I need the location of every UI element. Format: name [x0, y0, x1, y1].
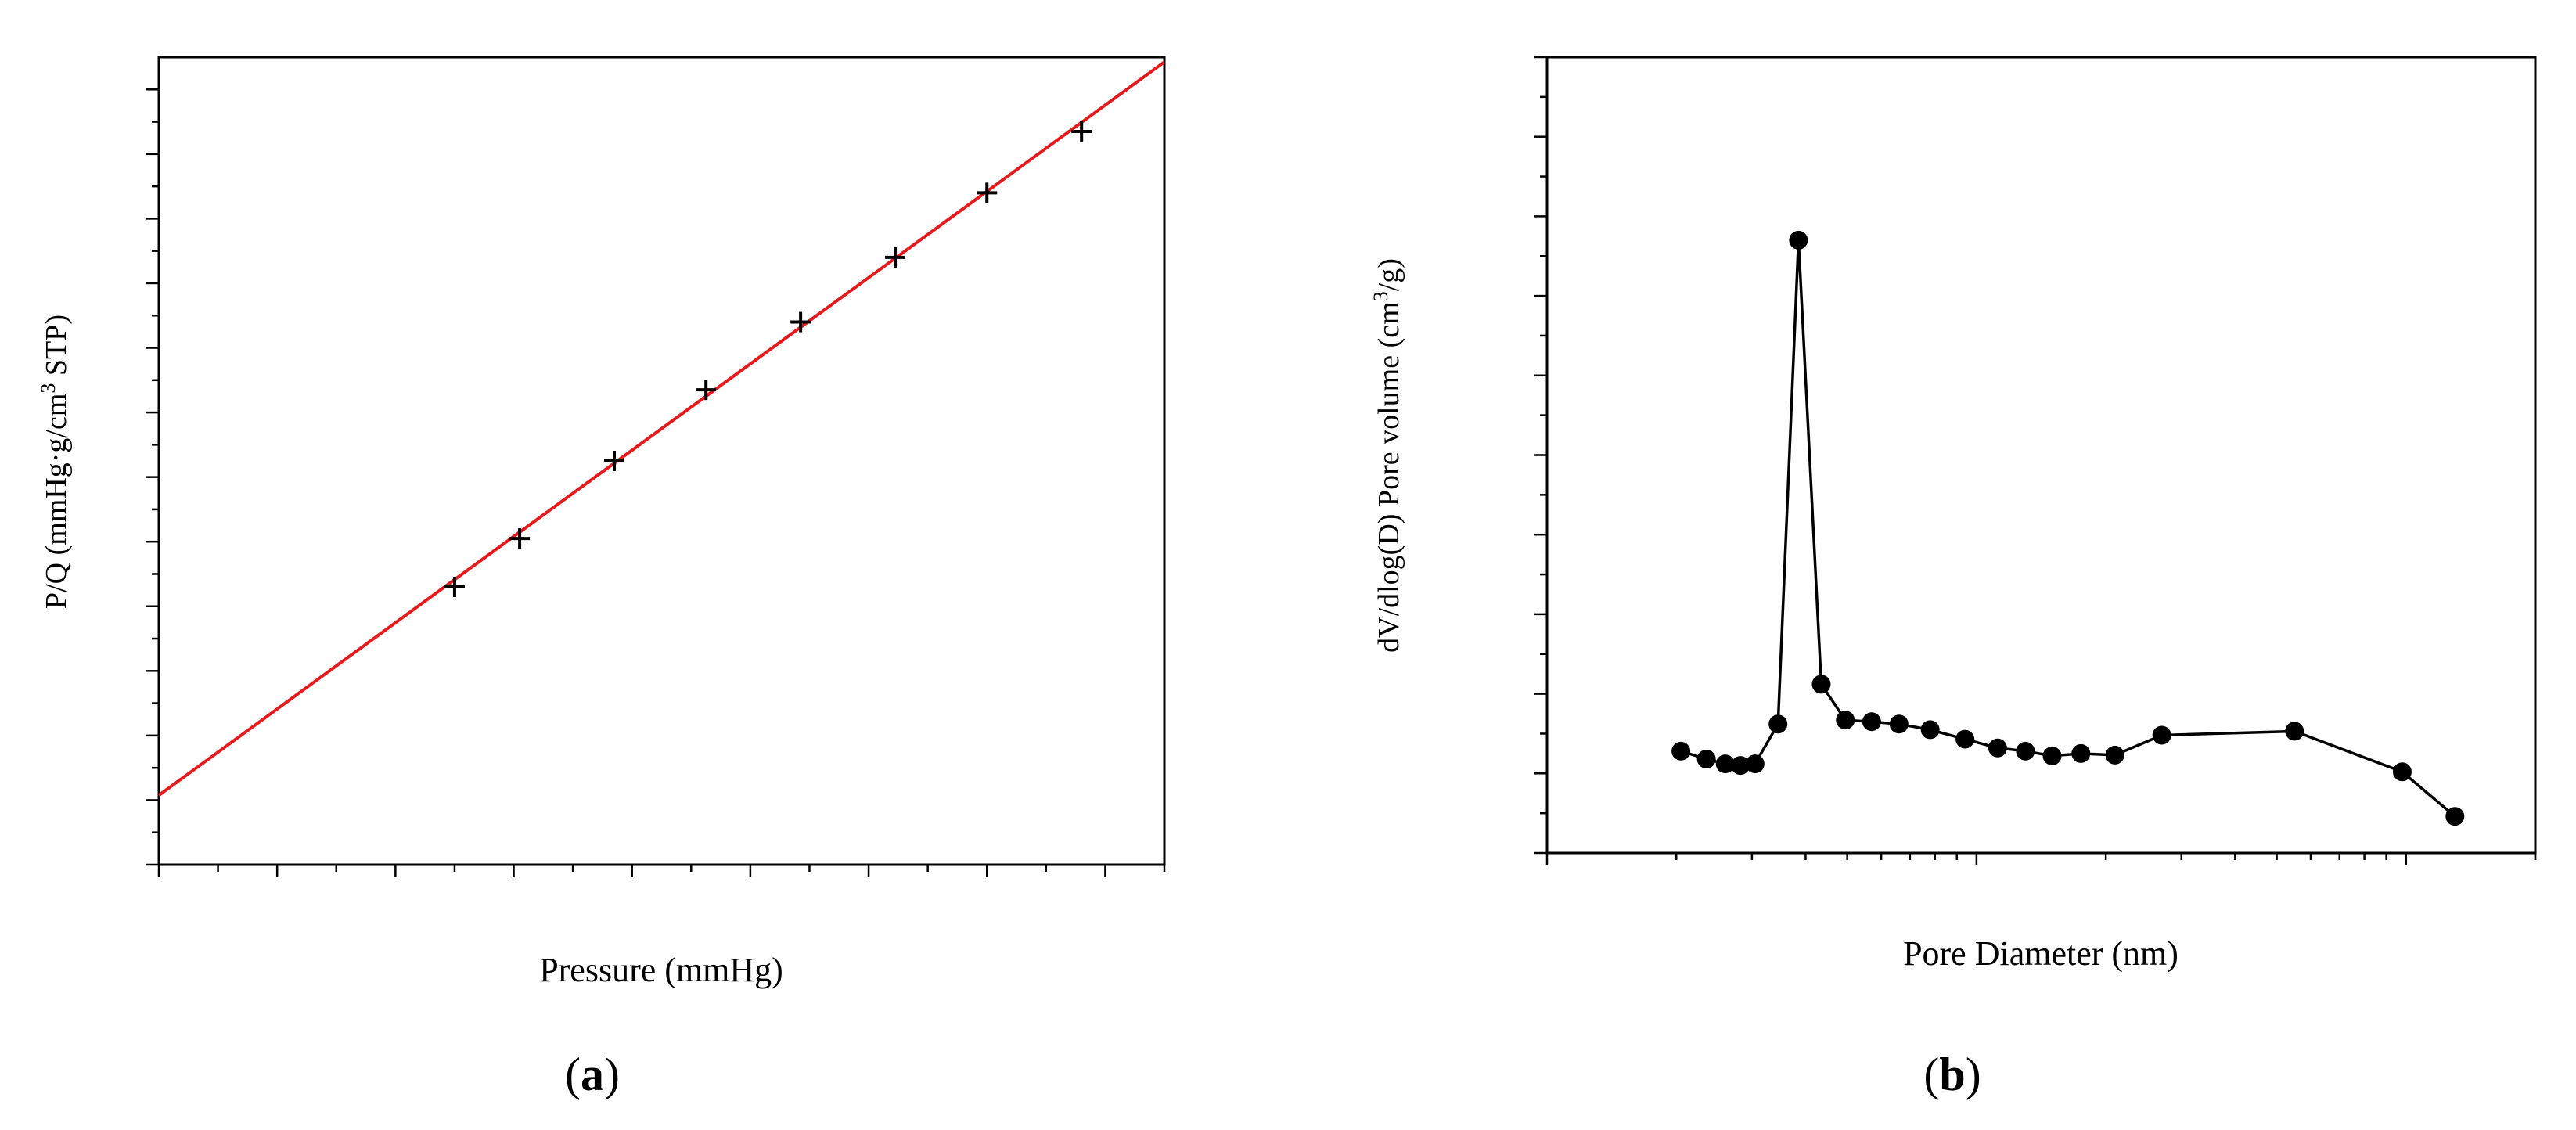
chart-b-plot-frame — [1545, 56, 2537, 855]
data-point — [1745, 754, 1765, 774]
chart-a-y-axis-label: P/Q (mmHg·g/cm3 STP) — [37, 315, 73, 609]
data-point — [2285, 722, 2304, 741]
data-point — [2152, 725, 2171, 745]
data-point — [1862, 712, 1881, 732]
chart-b-series-line-layer — [1680, 239, 2456, 818]
data-point — [1715, 754, 1735, 774]
data-point — [1071, 121, 1092, 142]
data-point — [696, 380, 717, 401]
panel-a-label: (a) — [565, 1049, 620, 1100]
chart-a-bet-plot: Pressure (mmHg) P/Q (mmHg·g/cm3 STP) (a) — [37, 56, 1166, 1100]
chart-b-x-axis — [1545, 853, 2537, 865]
chart-a-plot-frame — [157, 56, 1166, 866]
data-point — [1671, 741, 1691, 761]
data-point — [1811, 675, 1831, 694]
data-point — [1768, 714, 1788, 734]
panel-b-label: (b) — [1923, 1049, 1981, 1100]
chart-a-data-points — [444, 121, 1092, 597]
chart-b-y-axis — [1534, 56, 1547, 855]
chart-a-fit-layer — [157, 60, 1166, 797]
data-point — [1789, 230, 1808, 250]
data-point — [1731, 756, 1750, 776]
data-point — [2392, 762, 2412, 782]
chart-b-pore-size-distribution: Pore Diameter (nm) dV/dlog(D) Pore volum… — [1369, 56, 2537, 1100]
chart-a-x-axis — [157, 865, 1166, 877]
data-point — [1889, 714, 1909, 734]
data-point — [1920, 720, 1940, 740]
data-point — [2016, 741, 2035, 761]
chart-a-y-axis — [146, 88, 159, 866]
chart-a-x-axis-label: Pressure (mmHg) — [539, 951, 783, 989]
data-point — [604, 451, 625, 471]
data-point — [444, 576, 465, 597]
chart-b-x-axis-label: Pore Diameter (nm) — [1903, 934, 2178, 973]
data-point — [885, 247, 906, 268]
data-point — [977, 182, 998, 203]
data-point — [2105, 745, 2124, 765]
data-point — [1836, 711, 1855, 730]
data-point — [2042, 746, 2062, 765]
data-point — [1696, 749, 1716, 768]
data-point — [1955, 729, 1975, 749]
series-line — [1680, 239, 2456, 818]
data-point — [509, 528, 531, 549]
data-point — [2071, 743, 2091, 763]
data-point — [1988, 738, 2007, 758]
fit-line — [157, 60, 1166, 797]
chart-b-data-points — [1671, 230, 2465, 826]
chart-b-y-axis-label: dV/dlog(D) Pore volume (cm3/g) — [1369, 258, 1405, 653]
data-point — [2445, 807, 2465, 826]
data-point — [790, 311, 811, 333]
